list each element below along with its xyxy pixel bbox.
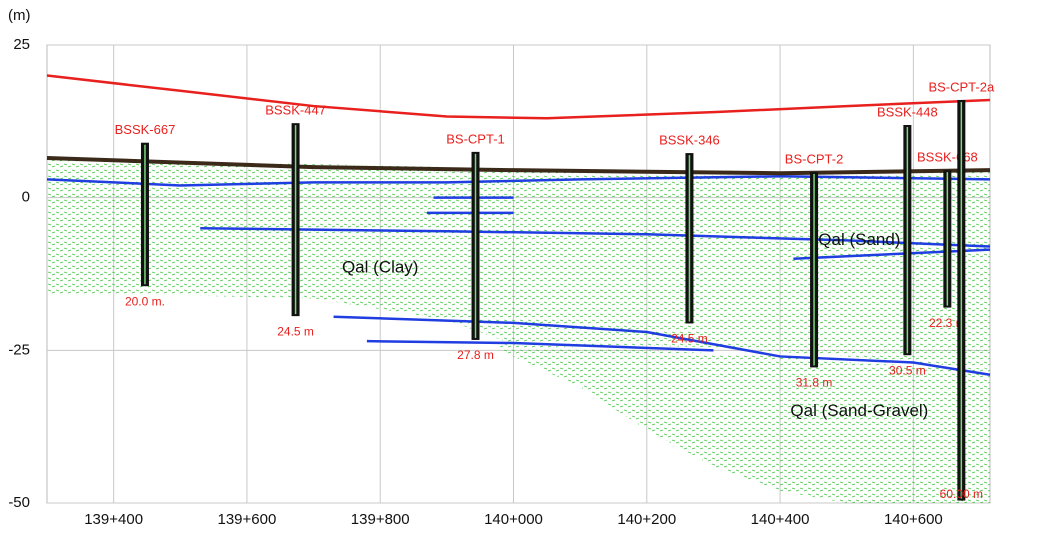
surface-line xyxy=(46,74,991,120)
borehole-depth: 31.8 m xyxy=(796,376,833,390)
zone-label: Qal (Sand) xyxy=(818,230,900,249)
borehole-name: BS-CPT-2a xyxy=(928,79,995,94)
borehole-depth: 24.5 m xyxy=(671,332,708,346)
x-tick-label: 139+800 xyxy=(351,511,410,528)
zone-label: Qal (Sand-Gravel) xyxy=(790,401,928,420)
soil-zone xyxy=(500,344,990,503)
layer-boundary xyxy=(46,175,991,187)
y-tick-label: 25 xyxy=(13,36,30,53)
y-tick-label: 0 xyxy=(22,189,30,206)
y-tick-label: -25 xyxy=(8,341,30,358)
borehole-name: BSSK-346 xyxy=(659,133,720,148)
layer-boundary xyxy=(333,315,991,376)
layer-boundary xyxy=(793,248,991,260)
borehole-name: BSSK-447 xyxy=(265,103,326,118)
x-tick-label: 140+200 xyxy=(617,511,676,528)
borehole-name: BSSK-448 xyxy=(877,104,938,119)
borehole-depth: 24.5 m xyxy=(277,324,314,338)
borehole-depth: 30.5 m xyxy=(889,363,926,377)
soil-zone xyxy=(47,157,990,369)
zone-label: Qal (Clay) xyxy=(342,257,419,276)
borehole-depth: 60.00 m xyxy=(940,487,983,501)
borehole-name: BSSK-667 xyxy=(115,122,176,137)
x-tick-label: 140+400 xyxy=(751,511,810,528)
borehole-depth: 22.3 m xyxy=(929,316,966,330)
y-axis-label: (m) xyxy=(8,7,31,24)
borehole-name: BS-CPT-1 xyxy=(446,131,505,146)
borehole-name: BS-CPT-2 xyxy=(785,151,844,166)
x-tick-label: 139+600 xyxy=(218,511,277,528)
x-tick-label: 140+000 xyxy=(484,511,543,528)
y-tick-label: -50 xyxy=(8,494,30,511)
borehole-name: BSSK-668 xyxy=(917,150,978,165)
layer-boundary xyxy=(366,339,714,352)
ground-line xyxy=(46,155,991,176)
layer-boundary xyxy=(200,226,991,248)
x-tick-label: 139+400 xyxy=(84,511,143,528)
borehole-depth: 20.0 m. xyxy=(125,294,165,308)
borehole-depth: 27.8 m xyxy=(457,348,494,362)
x-tick-label: 140+600 xyxy=(884,511,943,528)
